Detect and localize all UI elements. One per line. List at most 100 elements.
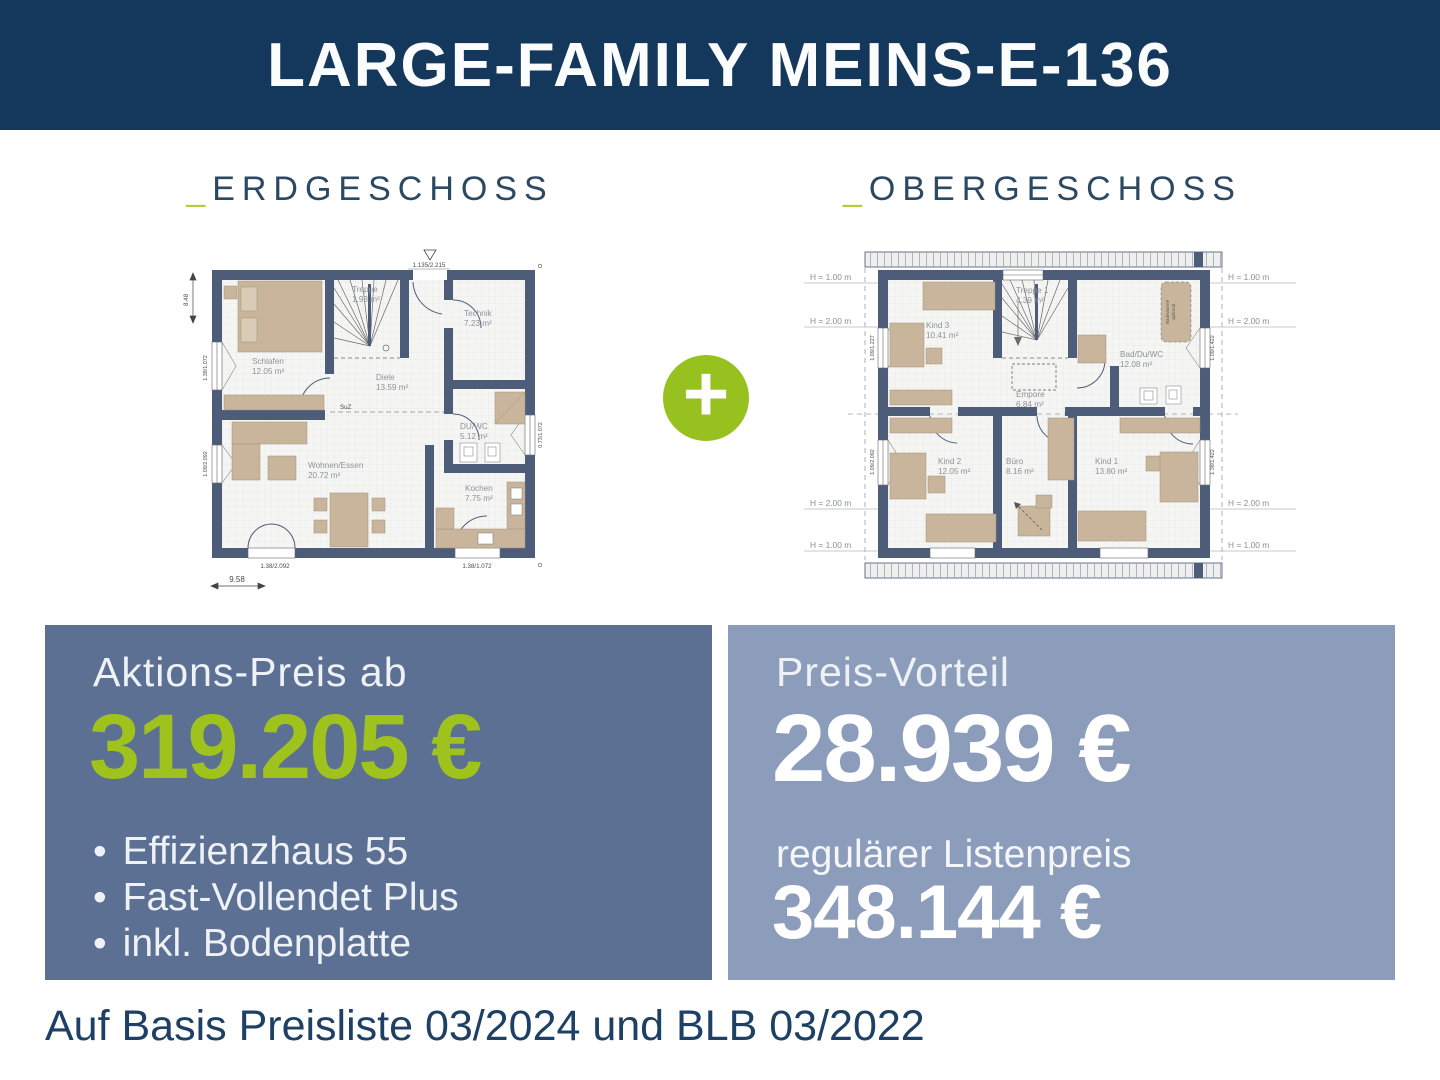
corner-symbol: [537, 562, 543, 568]
eg-dim-arrows: [189, 272, 266, 590]
bath-note: Badewanne: [1165, 299, 1170, 324]
underscore-accent: _: [186, 170, 213, 208]
bath-note: optional: [1171, 304, 1176, 320]
feature-list: • Effizienzhaus 55 • Fast-Vollendet Plus •…: [93, 829, 459, 967]
height-marker: H = 1.00 m: [1228, 272, 1269, 282]
list-item: • Effizienzhaus 55: [93, 829, 459, 875]
room-name: Empore: [1016, 390, 1045, 399]
corner-symbol: [537, 263, 543, 269]
room-area: 13.59 m²: [376, 383, 409, 392]
height-marker: H = 2.00 m: [1228, 316, 1269, 326]
room-area: 12.05 m²: [252, 367, 285, 376]
og-dimension-labels: 1.09/1.227 1.09/2.092 1.09/1.422 1.38/1.…: [870, 299, 1216, 474]
og-furniture-layer: [889, 281, 1201, 543]
price-advantage-panel: Preis-Vorteil 28.939 € regulärer Listenp…: [728, 625, 1395, 980]
eg-stairs: [333, 279, 400, 359]
floor-plan-obergeschoss: H = 1.00 m H = 2.00 m H = 2.00 m H = 1.0…: [804, 251, 1296, 579]
list-price-value: 348.144 €: [772, 870, 1102, 955]
og-annotations: [1011, 363, 1057, 531]
eg-room-labels: Schlafen 12.05 m² Treppe 1.93 m² Technik…: [252, 285, 493, 503]
room-area: 10.41 m²: [926, 331, 959, 340]
bullet-icon: •: [93, 830, 107, 873]
og-stairs: [1001, 279, 1069, 359]
price-basis-note: Auf Basis Preisliste 03/2024 und BLB 03/…: [45, 1002, 925, 1050]
dimension-label: 8.48: [183, 293, 190, 306]
eg-walls-layer: [212, 270, 535, 558]
dimension-label: 1.09/2.092: [870, 449, 876, 474]
room-area: 5.12 m²: [460, 432, 488, 441]
list-item: • inkl. Bodenplatte: [93, 921, 459, 967]
dimension-label: 0.73/1.072: [538, 422, 544, 447]
bullet-icon: •: [93, 876, 107, 919]
underscore-accent: _: [843, 170, 869, 208]
plus-icon: +: [663, 349, 749, 441]
room-name: Kind 3: [926, 321, 950, 330]
og-height-markers: H = 1.00 m H = 2.00 m H = 2.00 m H = 1.0…: [804, 272, 1296, 552]
plus-glyph: +: [682, 349, 730, 438]
entrance-marker-icon: [423, 249, 437, 261]
room-name: Treppe: [352, 285, 378, 294]
action-price-value: 319.205 €: [89, 696, 482, 798]
label-erdgeschoss: _ERDGESCHOSS: [180, 170, 560, 209]
bullet-icon: •: [93, 922, 107, 965]
room-area: 1.93 m²: [352, 295, 380, 304]
room-name: Kochen: [465, 484, 493, 493]
page-title: LARGE-FAMILY MEINS-E-136: [267, 30, 1173, 100]
eg-dimension-labels: 1.135/2.215 8.48 1.38/1.072 1.09/2.092 0…: [183, 262, 544, 584]
height-marker: H = 1.00 m: [810, 272, 851, 282]
room-area: 13.80 m²: [1095, 467, 1128, 476]
height-marker: H = 1.00 m: [810, 540, 851, 550]
price-advantage-label: Preis-Vorteil: [776, 649, 1011, 695]
label-obergeschoss: _OBERGESCHOSS: [790, 170, 1295, 209]
dimension-label: 1.135/2.215: [413, 262, 446, 269]
og-windows-layer: [877, 269, 1211, 559]
og-walls-layer: [878, 270, 1210, 558]
action-price-panel: Aktions-Preis ab 319.205 € • Effizienzhau…: [45, 625, 712, 980]
height-marker: H = 1.00 m: [1228, 540, 1269, 550]
feature-text: inkl. Bodenplatte: [122, 922, 412, 965]
dimension-label: 1.38/1.422: [1210, 449, 1216, 474]
og-room-labels: Kind 3 10.41 m² Treppe 1 4.39 m² Bad/Du/…: [926, 286, 1163, 476]
header-bar: LARGE-FAMILY MEINS-E-136: [0, 0, 1440, 130]
room-name: Treppe 1: [1016, 286, 1049, 295]
room-name: Schlafen: [252, 357, 284, 366]
room-name: Kind 2: [938, 457, 962, 466]
dimension-label: 1.38/2.092: [260, 563, 290, 570]
height-marker: H = 2.00 m: [810, 316, 851, 326]
og-roof-strips: [864, 251, 1223, 579]
room-area: 8.16 m²: [1006, 467, 1034, 476]
suz-label: SuZ: [340, 404, 352, 411]
room-name: Diele: [376, 373, 395, 382]
list-item: • Fast-Vollendet Plus: [93, 875, 459, 921]
dimension-label: 9.58: [229, 575, 245, 584]
room-area: 4.39 m²: [1016, 296, 1044, 305]
eg-windows-layer: [211, 341, 536, 559]
room-area: 7.75 m²: [465, 494, 493, 503]
room-name: Kind 1: [1095, 457, 1119, 466]
room-name: Bad/Du/WC: [1120, 350, 1163, 359]
room-area: 20.72 m²: [308, 471, 341, 480]
room-name: Technik: [464, 309, 493, 318]
eg-furniture-layer: [223, 280, 526, 549]
price-advantage-value: 28.939 €: [772, 695, 1132, 802]
label-erdgeschoss-text: ERDGESCHOSS: [212, 170, 554, 208]
room-area: 12.05 m²: [938, 467, 971, 476]
room-area: 6.84 m²: [1016, 400, 1044, 409]
label-obergeschoss-text: OBERGESCHOSS: [868, 170, 1242, 208]
room-area: 7.23 m²: [464, 319, 492, 328]
dimension-label: 1.38/1.072: [462, 563, 492, 570]
room-name: Wohnen/Essen: [308, 461, 364, 470]
dimension-label: 1.09/2.092: [203, 451, 209, 476]
room-name: DU/WC: [460, 422, 488, 431]
feature-text: Fast-Vollendet Plus: [122, 876, 459, 919]
dimension-label: 1.38/1.072: [203, 355, 209, 380]
room-area: 12.08 m²: [1120, 360, 1153, 369]
eg-doors-layer: [247, 281, 488, 549]
dimension-label: 1.09/1.227: [870, 335, 876, 360]
floor-plan-erdgeschoss: Schlafen 12.05 m² Treppe 1.93 m² Technik…: [183, 249, 544, 590]
dimension-label: 1.09/1.422: [1210, 335, 1216, 360]
list-price-label: regulärer Listenpreis: [776, 833, 1132, 876]
room-name: Büro: [1006, 457, 1024, 466]
height-marker: H = 2.00 m: [1228, 498, 1269, 508]
feature-text: Effizienzhaus 55: [122, 830, 409, 873]
